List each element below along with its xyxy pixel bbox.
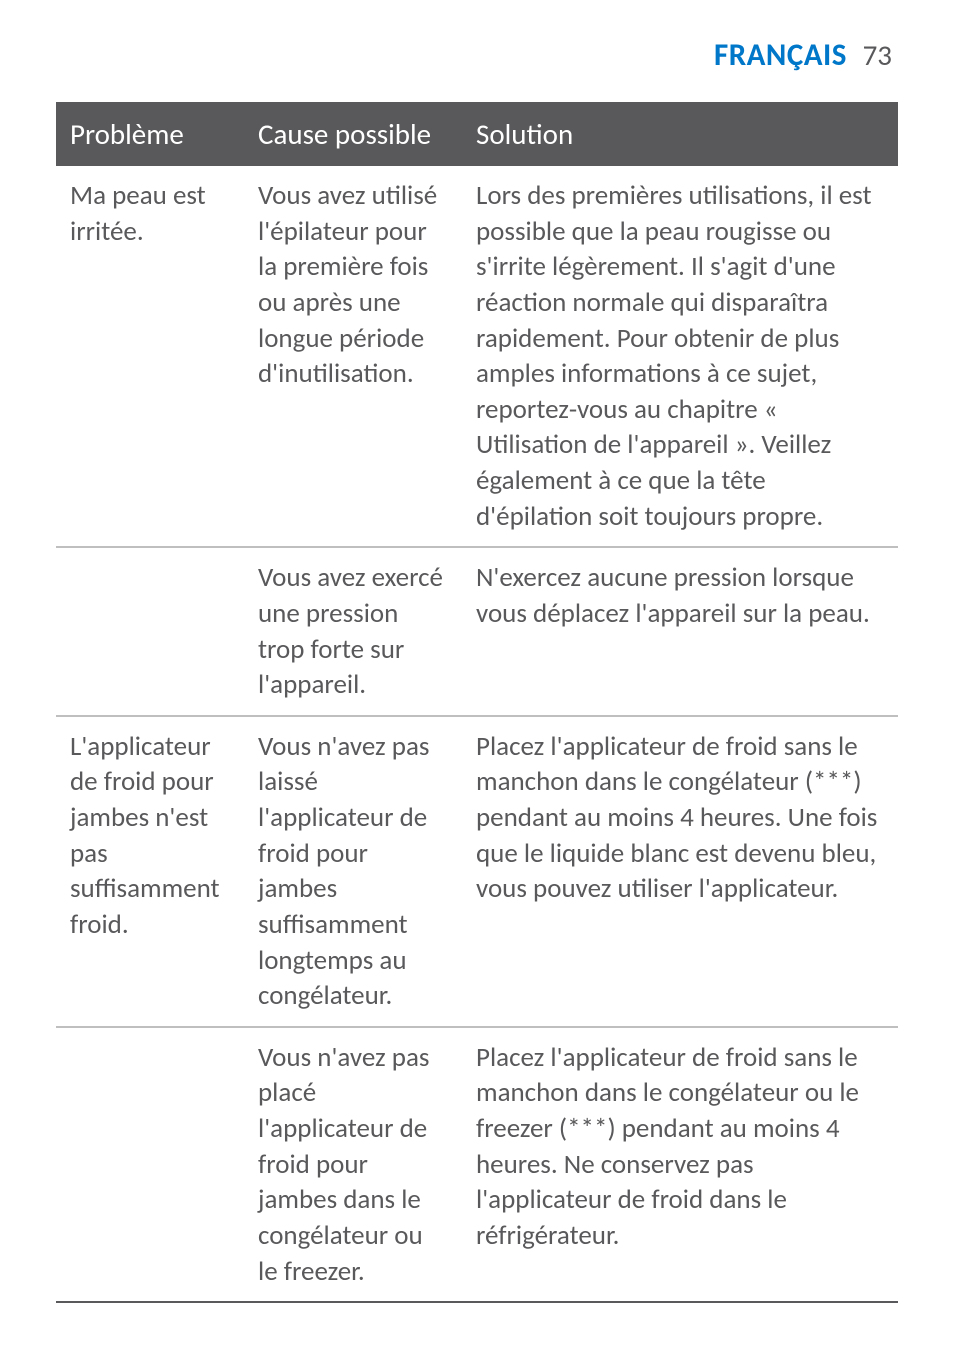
col-header-cause: Cause possible — [244, 103, 462, 165]
col-header-problem: Problème — [56, 103, 244, 165]
header-language: FRANÇAIS — [714, 36, 847, 74]
table-row: Ma peau est irritée. Vous avez utilisé l… — [56, 165, 898, 547]
table-row: L'applicateur de froid pour jambes n'est… — [56, 716, 898, 1027]
page: FRANÇAIS 73 Problème Cause possible Solu… — [0, 0, 954, 1345]
cell-solution: Placez l'applicateur de froid sans le ma… — [462, 716, 898, 1027]
col-header-solution: Solution — [462, 103, 898, 165]
table-header-row: Problème Cause possible Solution — [56, 103, 898, 165]
cell-solution: Placez l'applicateur de froid sans le ma… — [462, 1027, 898, 1302]
cell-problem: Ma peau est irritée. — [56, 165, 244, 547]
header-page-number: 73 — [863, 37, 892, 73]
troubleshooting-table: Problème Cause possible Solution Ma peau… — [56, 102, 898, 1303]
cell-problem — [56, 1027, 244, 1302]
table-row: Vous avez exercé une pression trop forte… — [56, 547, 898, 716]
cell-problem: L'applicateur de froid pour jambes n'est… — [56, 716, 244, 1027]
cell-cause: Vous n'avez pas placé l'applicateur de f… — [244, 1027, 462, 1302]
cell-cause: Vous n'avez pas laissé l'applicateur de … — [244, 716, 462, 1027]
table-row: Vous n'avez pas placé l'applicateur de f… — [56, 1027, 898, 1302]
cell-solution: N'exercez aucune pression lorsque vous d… — [462, 547, 898, 716]
cell-solution: Lors des premières utilisations, il est … — [462, 165, 898, 547]
cell-problem — [56, 547, 244, 716]
page-header: FRANÇAIS 73 — [56, 36, 898, 74]
cell-cause: Vous avez exercé une pression trop forte… — [244, 547, 462, 716]
cell-cause: Vous avez utilisé l'épilateur pour la pr… — [244, 165, 462, 547]
